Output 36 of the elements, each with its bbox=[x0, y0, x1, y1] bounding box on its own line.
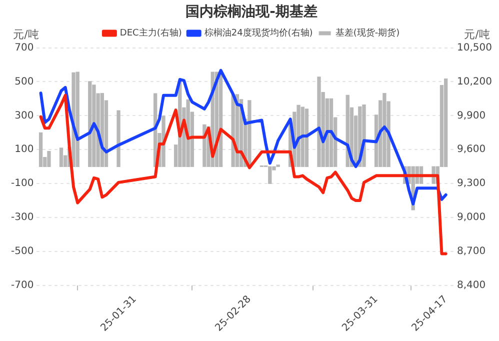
bar bbox=[47, 151, 51, 167]
legend-label: 基差(现货-期货) bbox=[335, 28, 400, 39]
bar bbox=[382, 92, 386, 167]
bar bbox=[304, 108, 309, 167]
bar bbox=[88, 81, 92, 167]
bar bbox=[444, 78, 448, 167]
y-tick-label: 700 bbox=[14, 42, 34, 54]
bar bbox=[296, 104, 300, 167]
y2-tick-label: 10,500 bbox=[457, 42, 492, 54]
y-tick-label: 300 bbox=[14, 110, 34, 122]
y-axis-title: 元/吨 bbox=[13, 28, 39, 42]
y-tick-label: -500 bbox=[10, 246, 34, 258]
y2-tick-label: 9,600 bbox=[457, 144, 486, 156]
bar bbox=[59, 148, 64, 167]
y2-tick-label: 9,900 bbox=[457, 110, 486, 122]
y2-tick-label: 10,200 bbox=[457, 76, 492, 88]
bar bbox=[116, 110, 120, 167]
y-tick-label: -700 bbox=[10, 280, 34, 292]
chart-title: 国内棕榈油现-期基差 bbox=[186, 3, 318, 20]
y-tick-label: -300 bbox=[10, 212, 34, 224]
bar bbox=[317, 76, 321, 167]
legend-label: DEC主力(右轴) bbox=[120, 28, 182, 39]
bar bbox=[76, 72, 80, 167]
y2-axis-title: 元/吨 bbox=[464, 28, 490, 42]
bar bbox=[300, 106, 304, 167]
y-tick-label: -100 bbox=[10, 178, 34, 190]
y-tick-label: 100 bbox=[14, 144, 34, 156]
y2-tick-label: 8,700 bbox=[457, 246, 486, 258]
y2-tick-label: 9,000 bbox=[457, 212, 486, 224]
bar bbox=[38, 132, 43, 167]
legend-label: 棕榈油24度现货均价(右轴) bbox=[204, 28, 313, 39]
y2-tick-label: 9,300 bbox=[457, 178, 486, 190]
bar bbox=[268, 166, 272, 184]
bar bbox=[92, 84, 96, 167]
y-tick-label: 500 bbox=[14, 76, 34, 88]
y2-tick-label: 8,400 bbox=[457, 280, 486, 292]
